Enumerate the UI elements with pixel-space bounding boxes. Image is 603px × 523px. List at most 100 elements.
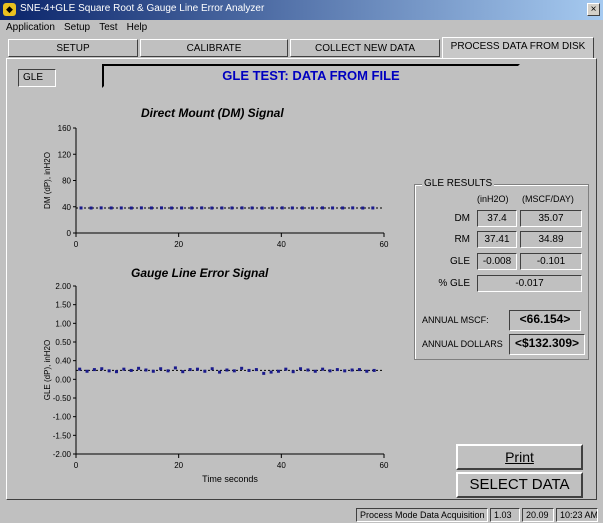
data-point [119, 206, 123, 210]
data-point [85, 369, 89, 373]
x-tick-label: 20 [174, 240, 183, 249]
dm-mscf-value: 35.07 [520, 210, 582, 227]
data-point [280, 206, 284, 210]
y-tick-label: -1.00 [53, 413, 72, 422]
data-point [160, 206, 164, 210]
page-title: GLE TEST: DATA FROM FILE [102, 64, 520, 88]
data-point [240, 366, 244, 370]
data-point [139, 206, 143, 210]
x-tick-label: 20 [174, 461, 183, 470]
title-bar: ◆ SNE-4+GLE Square Root & Gauge Line Err… [0, 0, 603, 20]
data-point [343, 369, 347, 373]
data-point [372, 368, 376, 372]
data-point [321, 367, 325, 371]
y-tick-label: -2.00 [53, 450, 72, 459]
data-point [291, 370, 295, 374]
tab-setup[interactable]: SETUP [8, 39, 138, 57]
annual-dollars-label: ANNUAL DOLLARS [422, 339, 503, 349]
data-point [365, 369, 369, 373]
menu-application[interactable]: Application [6, 22, 55, 33]
y-tick-label: 40 [62, 203, 71, 212]
gle-results-group [414, 184, 589, 360]
data-point [149, 206, 153, 210]
data-point [144, 368, 148, 372]
data-point [203, 369, 207, 373]
y-tick-label: 0 [67, 229, 72, 238]
status-version: 1.03 [490, 508, 520, 522]
x-tick-label: 40 [277, 461, 286, 470]
data-point [89, 206, 93, 210]
gle-inh2o-value: -0.008 [477, 253, 517, 270]
data-point [328, 369, 332, 373]
x-tick-label: 60 [380, 461, 389, 470]
menu-help[interactable]: Help [126, 22, 148, 33]
data-point [210, 206, 214, 210]
y-tick-label: -1.50 [53, 431, 72, 440]
print-button[interactable]: Print [456, 444, 583, 470]
y-tick-label: 80 [62, 177, 71, 186]
data-point [170, 206, 174, 210]
y-tick-label: 2.00 [55, 282, 71, 291]
annual-dollars-value: <$132.309> [509, 334, 585, 355]
menu-setup[interactable]: Setup [63, 22, 91, 33]
y-axis-label: DM (dP), inH2O [43, 152, 52, 209]
data-point [92, 368, 96, 372]
gle-mscf-value: -0.101 [520, 253, 582, 270]
data-point [180, 206, 184, 210]
data-point [270, 206, 274, 210]
gle-chart-title: Gauge Line Error Signal [131, 266, 269, 280]
col-header-mscf: (MSCF/DAY) [522, 194, 574, 204]
data-point [232, 369, 236, 373]
data-point [159, 367, 163, 371]
tab-calibrate[interactable]: CALIBRATE [140, 39, 288, 57]
data-point [173, 366, 177, 370]
close-button[interactable]: × [587, 3, 600, 16]
select-data-button[interactable]: SELECT DATA [456, 472, 583, 498]
y-axis-label: GLE (dP), inH2O [43, 340, 52, 400]
menu-bar: Application Setup Test Help [0, 21, 603, 37]
data-point [99, 206, 103, 210]
data-point [129, 206, 133, 210]
annual-mscf-label: ANNUAL MSCF: [422, 315, 489, 325]
data-point [250, 206, 254, 210]
y-tick-label: 160 [58, 124, 72, 133]
data-point [129, 368, 133, 372]
x-tick-label: 0 [74, 240, 79, 249]
data-point [361, 206, 365, 210]
y-tick-label: 1.00 [55, 319, 71, 328]
data-point [260, 206, 264, 210]
data-point [331, 206, 335, 210]
data-point [299, 367, 303, 371]
rm-inh2o-value: 37.41 [477, 231, 517, 248]
data-point [341, 206, 345, 210]
data-point [200, 206, 204, 210]
y-tick-label: 1.50 [55, 301, 71, 310]
status-value: 20.09 [522, 508, 554, 522]
pct-gle-value: -0.017 [477, 275, 582, 292]
data-point [321, 206, 325, 210]
data-point [166, 369, 170, 373]
data-point [247, 368, 251, 372]
main-panel [6, 58, 597, 500]
x-tick-label: 40 [277, 240, 286, 249]
data-point [190, 206, 194, 210]
data-point [306, 368, 310, 372]
tab-collect-new-data[interactable]: COLLECT NEW DATA [290, 39, 440, 57]
data-point [351, 206, 355, 210]
y-tick-label: 0.40 [55, 357, 71, 366]
pct-gle-label: % GLE [438, 278, 470, 289]
row-label-dm: DM [454, 213, 470, 224]
data-point [230, 206, 234, 210]
data-point [276, 369, 280, 373]
status-time: 10:23 AM [556, 508, 598, 522]
data-point [79, 206, 83, 210]
tab-process-data-from-disk[interactable]: PROCESS DATA FROM DISK [442, 37, 594, 59]
data-point [188, 368, 192, 372]
data-point [335, 368, 339, 372]
data-point [210, 367, 214, 371]
data-point [100, 367, 104, 371]
data-point [269, 370, 273, 374]
data-point [137, 366, 141, 370]
menu-test[interactable]: Test [99, 22, 118, 33]
x-tick-label: 0 [74, 461, 79, 470]
